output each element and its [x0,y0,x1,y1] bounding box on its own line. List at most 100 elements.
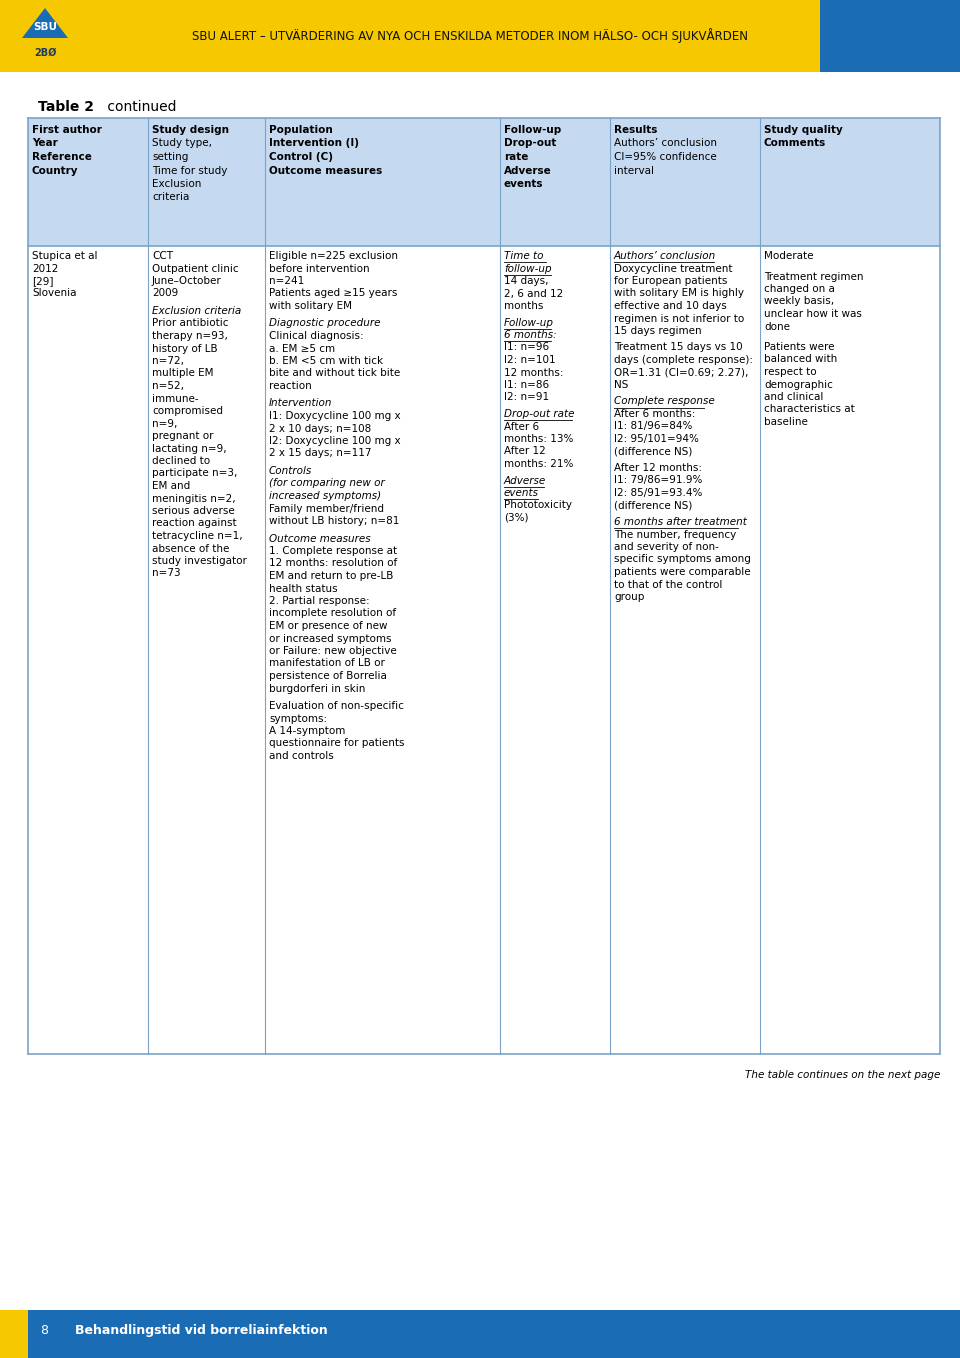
Text: Clinical diagnosis:: Clinical diagnosis: [269,331,364,341]
Text: before intervention: before intervention [269,263,370,273]
Bar [0,1310,28,1358]
Text: events: events [504,179,543,189]
Polygon shape [22,38,68,68]
Text: burgdorferi in skin: burgdorferi in skin [269,683,366,694]
Text: Study type,: Study type, [152,139,212,148]
Text: Eligible n=225 exclusion: Eligible n=225 exclusion [269,251,398,261]
Text: months: months [504,301,543,311]
Text: CI=95% confidence: CI=95% confidence [614,152,717,162]
Text: b. EM <5 cm with tick: b. EM <5 cm with tick [269,356,383,367]
Bar [0,0,960,72]
Text: Stupica et al: Stupica et al [32,251,98,261]
Text: for European patients: for European patients [614,276,728,287]
Text: or increased symptoms: or increased symptoms [269,633,392,644]
Text: tetracycline n=1,: tetracycline n=1, [152,531,243,540]
Text: Intervention: Intervention [269,398,332,409]
Text: Exclusion criteria: Exclusion criteria [152,306,241,316]
Text: study investigator: study investigator [152,555,247,566]
Text: After 6 months:: After 6 months: [614,409,695,420]
Text: EM and return to pre-LB: EM and return to pre-LB [269,570,394,581]
Text: symptoms:: symptoms: [269,713,327,724]
Text: Comments: Comments [764,139,827,148]
Text: (difference NS): (difference NS) [614,501,692,511]
Text: I2: 95/101=94%: I2: 95/101=94% [614,435,699,444]
Text: health status: health status [269,584,338,593]
Text: declined to: declined to [152,456,210,466]
Text: without LB history; n=81: without LB history; n=81 [269,516,399,526]
Text: Treatment 15 days vs 10: Treatment 15 days vs 10 [614,342,743,353]
Text: EM and: EM and [152,481,190,492]
Text: Intervention (I): Intervention (I) [269,139,359,148]
Text: Moderate: Moderate [764,251,813,261]
Text: The table continues on the next page: The table continues on the next page [745,1070,940,1080]
Text: Country: Country [32,166,79,175]
Text: Patients aged ≥15 years: Patients aged ≥15 years [269,288,397,299]
Text: questionnaire for patients: questionnaire for patients [269,739,404,748]
Text: Evaluation of non-specific: Evaluation of non-specific [269,701,404,712]
Text: Control (C): Control (C) [269,152,333,162]
Text: reaction against: reaction against [152,519,236,528]
Text: Adverse: Adverse [504,166,552,175]
Text: Phototoxicity: Phototoxicity [504,501,572,511]
Text: criteria: criteria [152,193,189,202]
Text: Outcome measures: Outcome measures [269,534,371,543]
Text: Authors’ conclusion: Authors’ conclusion [614,139,717,148]
Text: 6 months after treatment: 6 months after treatment [614,517,747,527]
Text: demographic: demographic [764,379,833,390]
Text: Drop-out: Drop-out [504,139,557,148]
Text: to that of the control: to that of the control [614,580,722,589]
Text: weekly basis,: weekly basis, [764,296,834,307]
Text: (for comparing new or: (for comparing new or [269,478,385,489]
Text: First author: First author [32,125,102,134]
Text: 1. Complete response at: 1. Complete response at [269,546,397,555]
Text: I2: n=101: I2: n=101 [504,354,556,365]
Text: Prior antibiotic: Prior antibiotic [152,319,228,329]
Text: n=241: n=241 [269,276,304,287]
Text: Follow-up: Follow-up [504,318,554,327]
Text: Study quality: Study quality [764,125,843,134]
Text: and clinical: and clinical [764,392,824,402]
Text: characteristics at: characteristics at [764,405,854,414]
Text: Reference: Reference [32,152,92,162]
Text: Authors’ conclusion: Authors’ conclusion [614,251,716,261]
Text: I2: n=91: I2: n=91 [504,392,549,402]
Text: absence of the: absence of the [152,543,229,554]
Text: 2 x 15 days; n=117: 2 x 15 days; n=117 [269,448,372,459]
Text: n=9,: n=9, [152,418,178,429]
Text: continued: continued [103,100,177,114]
Text: Adverse: Adverse [504,475,546,486]
Text: 2012: 2012 [32,263,59,273]
Text: therapy n=93,: therapy n=93, [152,331,228,341]
Text: with solitary EM is highly: with solitary EM is highly [614,288,744,299]
Text: After 12 months:: After 12 months: [614,463,702,473]
Text: increased symptoms): increased symptoms) [269,492,381,501]
Text: months: 13%: months: 13% [504,435,573,444]
Text: specific symptoms among: specific symptoms among [614,554,751,565]
Text: n=52,: n=52, [152,382,184,391]
Bar [820,0,960,72]
Text: done: done [764,322,790,331]
Text: follow-up: follow-up [504,263,552,273]
Polygon shape [22,8,68,38]
Text: balanced with: balanced with [764,354,837,364]
Text: Family member/friend: Family member/friend [269,504,384,513]
Text: Controls: Controls [269,466,312,477]
Text: Drop-out rate: Drop-out rate [504,409,574,420]
Text: 14 days,: 14 days, [504,276,548,287]
Text: multiple EM: multiple EM [152,368,213,379]
Text: 6 months:: 6 months: [504,330,557,340]
Text: 2. Partial response:: 2. Partial response: [269,596,370,606]
Text: 15 days regimen: 15 days regimen [614,326,702,335]
Text: months: 21%: months: 21% [504,459,573,469]
Text: lactating n=9,: lactating n=9, [152,444,227,454]
Text: I1: Doxycycline 100 mg x: I1: Doxycycline 100 mg x [269,411,400,421]
Text: and controls: and controls [269,751,334,760]
Text: immune-: immune- [152,394,199,403]
Text: The number, frequency: The number, frequency [614,530,736,539]
Text: June–October: June–October [152,276,222,287]
Text: a. EM ≥5 cm: a. EM ≥5 cm [269,344,335,353]
Bar [0,1310,960,1358]
Text: reaction: reaction [269,382,312,391]
Text: Behandlingstid vid borreliainfektion: Behandlingstid vid borreliainfektion [75,1324,327,1338]
Text: with solitary EM: with solitary EM [269,301,352,311]
